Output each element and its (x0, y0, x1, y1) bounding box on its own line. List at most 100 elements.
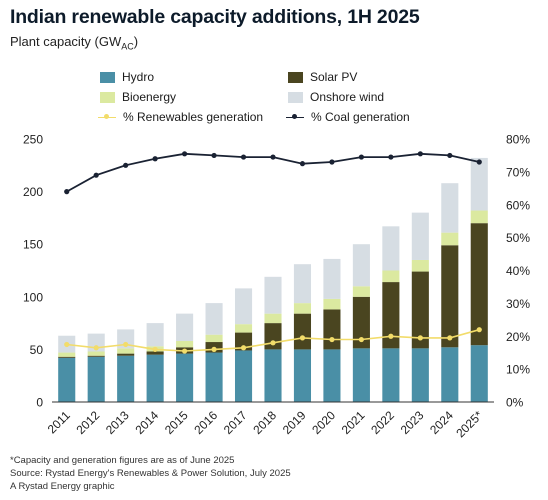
x-tick-label: 2019 (280, 408, 309, 437)
bar-wind-2022 (382, 226, 400, 271)
y-right-tick-label: 10% (506, 363, 530, 377)
point-renewables-2021 (358, 336, 364, 343)
bar-solar-2021 (352, 296, 370, 349)
bar-hydro-2013 (117, 355, 135, 402)
bar-hydro-2014 (146, 354, 164, 402)
bar-wind-2025 (470, 157, 488, 211)
y-left-tick-label: 100 (23, 290, 43, 304)
point-coal-2020 (329, 159, 335, 165)
bar-wind-2018 (264, 276, 282, 314)
point-renewables-2018 (270, 340, 276, 346)
point-coal-2018 (270, 154, 276, 160)
point-renewables-2011 (64, 341, 70, 348)
bar-wind-2013 (117, 329, 135, 349)
point-coal-2011 (64, 189, 70, 195)
bar-hydro-2019 (293, 349, 312, 402)
point-renewables-2016 (211, 346, 217, 352)
point-renewables-2024 (447, 335, 453, 341)
subtitle-text: Plant capacity (GW (10, 34, 122, 49)
bar-hydro-2017 (234, 350, 253, 402)
x-tick-label: 2024 (427, 408, 456, 437)
legend-label-hydro: Hydro (122, 70, 155, 84)
bar-solar-2024 (441, 245, 459, 348)
legend-item-coal-generation: % Coal generation (286, 110, 410, 124)
bar-solar-2013 (117, 353, 135, 356)
chart-subtitle: Plant capacity (GWAC) (10, 34, 138, 52)
bar-solar-2011 (58, 356, 76, 358)
point-coal-2015 (182, 151, 188, 157)
x-tick-label: 2012 (74, 408, 103, 437)
y-left-tick-label: 50 (30, 343, 44, 357)
point-renewables-2012 (93, 345, 99, 351)
bar-bio-2025 (470, 210, 488, 224)
x-tick-label: 2017 (221, 408, 250, 437)
bar-hydro-2018 (264, 349, 282, 402)
x-tick-label: 2020 (309, 408, 338, 437)
subtitle-unit-subscript: AC (121, 41, 134, 52)
bar-hydro-2023 (411, 348, 429, 402)
legend-marker-coal (292, 114, 297, 119)
bar-hydro-2020 (323, 349, 341, 402)
bar-wind-2014 (146, 323, 164, 347)
point-renewables-2020 (329, 336, 335, 343)
legend-item-bioenergy: Bioenergy (100, 90, 176, 104)
bar-hydro-2021 (352, 348, 370, 402)
bar-bio-2017 (234, 324, 253, 333)
bar-solar-2014 (146, 351, 164, 355)
legend-label-bioenergy: Bioenergy (122, 90, 177, 104)
legend-swatch-bioenergy (100, 91, 115, 103)
bar-hydro-2016 (205, 352, 223, 402)
legend-label-coal-generation: % Coal generation (311, 110, 410, 124)
footnote-credit: A Rystad Energy graphic (10, 481, 115, 492)
legend-line-coal (286, 114, 304, 119)
bar-hydro-2015 (176, 353, 194, 402)
bar-hydro-2022 (382, 348, 400, 402)
bar-bio-2021 (352, 286, 370, 297)
legend-label-wind: Onshore wind (310, 90, 385, 104)
legend-item-solar: Solar PV (288, 70, 357, 84)
bar-solar-2020 (323, 309, 341, 350)
point-renewables-2015 (182, 348, 188, 354)
point-coal-2024 (447, 152, 453, 159)
bar-hydro-2012 (87, 356, 105, 402)
point-renewables-2019 (299, 335, 306, 341)
x-tick-label: 2011 (45, 408, 73, 436)
y-right-tick-label: 0% (506, 396, 524, 410)
y-right-tick-label: 80% (506, 133, 530, 147)
x-tick-label: 2022 (368, 408, 397, 437)
point-coal-2012 (93, 172, 99, 178)
y-left-tick-label: 0 (36, 396, 43, 410)
bar-bio-2018 (264, 313, 282, 324)
bar-bio-2015 (176, 340, 194, 348)
legend-swatch-solar (288, 71, 303, 83)
bar-solar-2012 (87, 355, 105, 357)
bar-bio-2011 (58, 352, 76, 357)
bar-wind-2023 (411, 212, 429, 260)
legend-label-solar: Solar PV (310, 70, 358, 84)
y-left-tick-label: 200 (23, 185, 43, 199)
legend-item-wind: Onshore wind (288, 90, 384, 104)
point-renewables-2022 (388, 333, 394, 339)
point-coal-2013 (123, 162, 129, 168)
x-tick-label: 2021 (339, 408, 368, 437)
bar-wind-2024 (441, 183, 459, 233)
bar-hydro-2025 (470, 345, 488, 402)
bar-wind-2017 (234, 288, 253, 325)
bar-solar-2019 (293, 313, 312, 350)
y-right-tick-label: 40% (506, 264, 530, 278)
legend-swatch-wind (288, 91, 303, 103)
y-right-tick-label: 50% (506, 231, 530, 245)
point-coal-2016 (211, 152, 217, 159)
bar-hydro-2024 (441, 347, 459, 402)
bar-solar-2023 (411, 271, 429, 349)
y-right-tick-label: 20% (506, 330, 530, 344)
bar-solar-2018 (264, 323, 282, 350)
bar-solar-2017 (234, 332, 253, 351)
bar-bio-2012 (87, 351, 105, 356)
bar-wind-2021 (352, 244, 370, 287)
legend-marker-renewables (104, 114, 109, 119)
y-right-tick-label: 30% (506, 297, 530, 311)
point-coal-2025 (476, 159, 482, 165)
bar-bio-2019 (293, 303, 312, 314)
legend-item-hydro: Hydro (100, 70, 154, 84)
